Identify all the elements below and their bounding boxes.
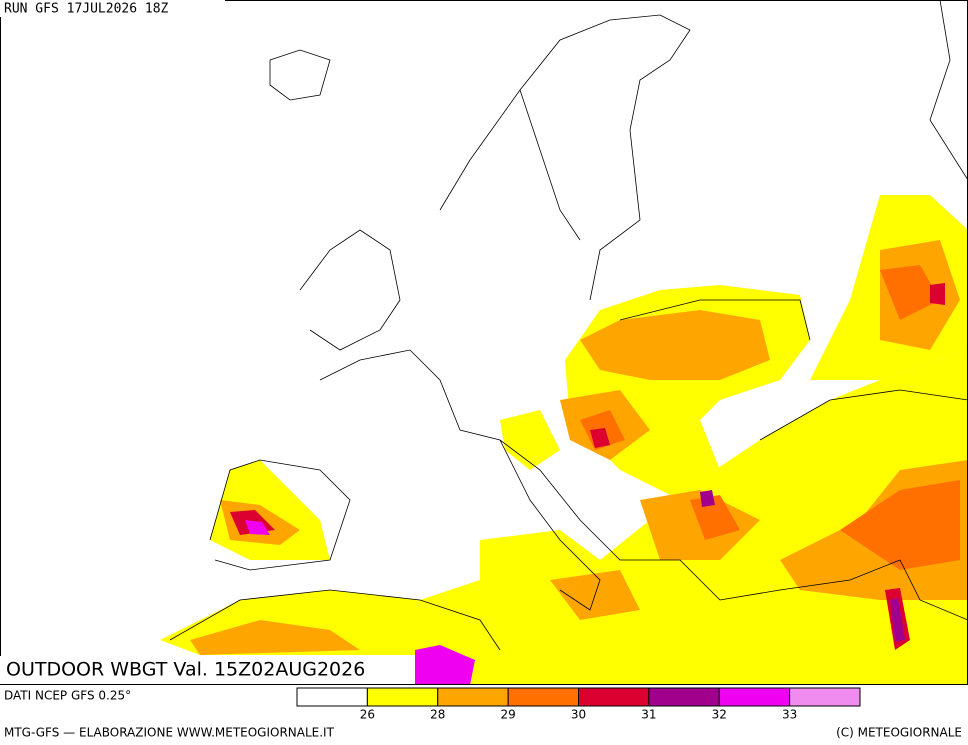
legend-swatch — [366, 687, 439, 707]
source-label: DATI NCEP GFS 0.25° — [4, 689, 131, 703]
legend-threshold: 31 — [641, 708, 656, 722]
legend-swatch — [296, 687, 368, 707]
map: OUTDOOR WBGT Val. 15Z02AUG2026 RUN GFS 1… — [0, 0, 968, 685]
run-box — [0, 0, 225, 17]
map-title: OUTDOOR WBGT Val. 15Z02AUG2026 — [6, 659, 365, 681]
legend-swatch — [789, 687, 861, 707]
legend-threshold: 32 — [712, 708, 727, 722]
legend-swatch — [648, 687, 720, 707]
title-box — [0, 656, 415, 684]
legend-swatch — [507, 687, 579, 707]
legend-swatch — [578, 687, 650, 707]
legend-swatch — [437, 687, 509, 707]
legend-swatch — [718, 687, 791, 707]
field-purple — [700, 490, 905, 642]
legend-threshold: 29 — [500, 708, 515, 722]
legend-threshold: 28 — [430, 708, 445, 722]
run-label: RUN GFS 17JUL2026 18Z — [4, 2, 169, 17]
field-magenta — [245, 520, 475, 685]
footer-left: MTG-GFS — ELABORAZIONE WWW.METEOGIORNALE… — [4, 726, 335, 740]
coastlines — [169, 0, 968, 651]
legend-threshold: 26 — [360, 708, 375, 722]
footer-right: (C) METEOGIORNALE — [836, 726, 962, 740]
legend: 26 28 29 30 31 32 33 — [296, 687, 861, 722]
legend-threshold: 30 — [571, 708, 586, 722]
legend-threshold: 33 — [782, 708, 797, 722]
field-dark-orange — [580, 265, 960, 570]
